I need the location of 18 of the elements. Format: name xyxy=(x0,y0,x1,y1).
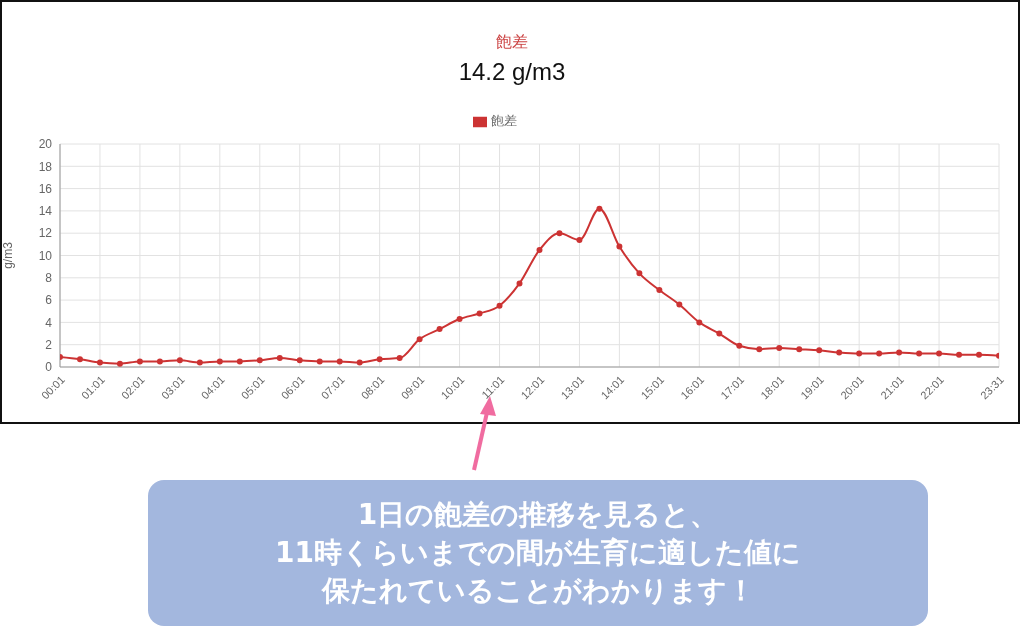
y-tick-label: 8 xyxy=(45,271,53,286)
y-tick-label: 6 xyxy=(45,293,53,308)
text: 11時くらいまでの間が生育に適した値に xyxy=(275,535,801,571)
y-tick-label: 2 xyxy=(45,337,53,352)
chart-title: 飽差 xyxy=(495,32,529,52)
y-tick-label: 20 xyxy=(38,137,53,152)
y-axis-title: g/m3 xyxy=(1,241,16,269)
y-tick-label: 16 xyxy=(38,181,53,196)
y-tick-label: 18 xyxy=(38,159,53,174)
legend-label: 飽差 xyxy=(490,113,517,128)
text: 1日の飽差の推移を見ると、 xyxy=(357,497,719,533)
y-tick-label: 0 xyxy=(45,360,53,375)
y-tick-label: 4 xyxy=(45,315,53,330)
y-tick-label: 12 xyxy=(38,226,53,241)
chart-subtitle: 14.2 g/m3 xyxy=(457,58,567,86)
text: 保たれていることがわかります！ xyxy=(321,573,755,609)
y-tick-label: 10 xyxy=(38,248,53,263)
y-tick-label: 14 xyxy=(38,204,53,219)
